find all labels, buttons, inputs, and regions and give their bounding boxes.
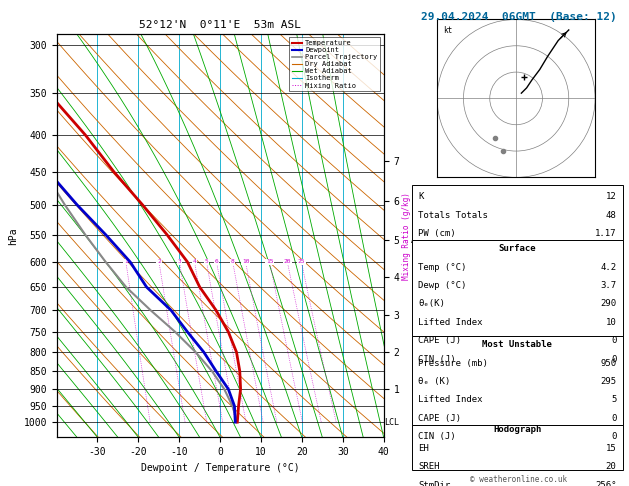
Text: 15: 15 xyxy=(606,444,616,453)
Text: 950: 950 xyxy=(600,359,616,367)
Text: LCL: LCL xyxy=(384,417,399,427)
Text: 8: 8 xyxy=(231,260,235,264)
Text: CIN (J): CIN (J) xyxy=(418,433,456,441)
Text: 48: 48 xyxy=(606,211,616,220)
Text: 4.2: 4.2 xyxy=(600,262,616,272)
Text: StmDir: StmDir xyxy=(418,481,450,486)
Text: 0: 0 xyxy=(611,433,616,441)
Bar xyxy=(412,185,623,240)
Text: Surface: Surface xyxy=(499,244,536,253)
Text: 4: 4 xyxy=(192,260,196,264)
Text: 2: 2 xyxy=(157,260,161,264)
Text: Lifted Index: Lifted Index xyxy=(418,318,483,327)
Text: 20: 20 xyxy=(284,260,291,264)
Text: 10: 10 xyxy=(606,318,616,327)
Legend: Temperature, Dewpoint, Parcel Trajectory, Dry Adiabat, Wet Adiabat, Isotherm, Mi: Temperature, Dewpoint, Parcel Trajectory… xyxy=(289,37,380,91)
Text: SREH: SREH xyxy=(418,462,440,471)
Text: 3.7: 3.7 xyxy=(600,281,616,290)
Text: Lifted Index: Lifted Index xyxy=(418,396,483,404)
Text: 20: 20 xyxy=(606,462,616,471)
Text: Temp (°C): Temp (°C) xyxy=(418,262,467,272)
Text: 25: 25 xyxy=(298,260,305,264)
X-axis label: Dewpoint / Temperature (°C): Dewpoint / Temperature (°C) xyxy=(141,463,299,473)
Text: 256°: 256° xyxy=(595,481,616,486)
Text: θₑ(K): θₑ(K) xyxy=(418,299,445,309)
Text: Totals Totals: Totals Totals xyxy=(418,211,488,220)
Bar xyxy=(412,240,623,336)
Bar xyxy=(412,336,623,425)
Text: 12: 12 xyxy=(606,192,616,201)
Text: Hodograph: Hodograph xyxy=(493,425,542,434)
Text: 15: 15 xyxy=(266,260,274,264)
Text: 0: 0 xyxy=(611,355,616,364)
Text: 295: 295 xyxy=(600,377,616,386)
Text: Pressure (mb): Pressure (mb) xyxy=(418,359,488,367)
Text: 0: 0 xyxy=(611,414,616,423)
Text: 1.17: 1.17 xyxy=(595,229,616,238)
Text: Dewp (°C): Dewp (°C) xyxy=(418,281,467,290)
Text: θₑ (K): θₑ (K) xyxy=(418,377,450,386)
Text: CIN (J): CIN (J) xyxy=(418,355,456,364)
Text: Most Unstable: Most Unstable xyxy=(482,340,552,349)
Text: 0: 0 xyxy=(611,336,616,346)
Text: 6: 6 xyxy=(214,260,218,264)
Text: 290: 290 xyxy=(600,299,616,309)
Text: 1: 1 xyxy=(124,260,128,264)
Text: PW (cm): PW (cm) xyxy=(418,229,456,238)
Text: CAPE (J): CAPE (J) xyxy=(418,414,461,423)
Title: 52°12'N  0°11'E  53m ASL: 52°12'N 0°11'E 53m ASL xyxy=(139,20,301,31)
Text: 5: 5 xyxy=(611,396,616,404)
Text: 5: 5 xyxy=(204,260,208,264)
Text: EH: EH xyxy=(418,444,429,453)
Y-axis label: km
ASL: km ASL xyxy=(411,226,426,245)
Y-axis label: hPa: hPa xyxy=(8,227,18,244)
Text: 3: 3 xyxy=(177,260,181,264)
Text: 10: 10 xyxy=(242,260,249,264)
Text: K: K xyxy=(418,192,424,201)
Text: Mixing Ratio (g/kg): Mixing Ratio (g/kg) xyxy=(402,192,411,279)
Text: CAPE (J): CAPE (J) xyxy=(418,336,461,346)
Text: 29.04.2024  06GMT  (Base: 12): 29.04.2024 06GMT (Base: 12) xyxy=(421,12,617,22)
Text: © weatheronline.co.uk: © weatheronline.co.uk xyxy=(470,474,567,484)
Text: kt: kt xyxy=(443,26,453,35)
Bar xyxy=(412,425,623,470)
